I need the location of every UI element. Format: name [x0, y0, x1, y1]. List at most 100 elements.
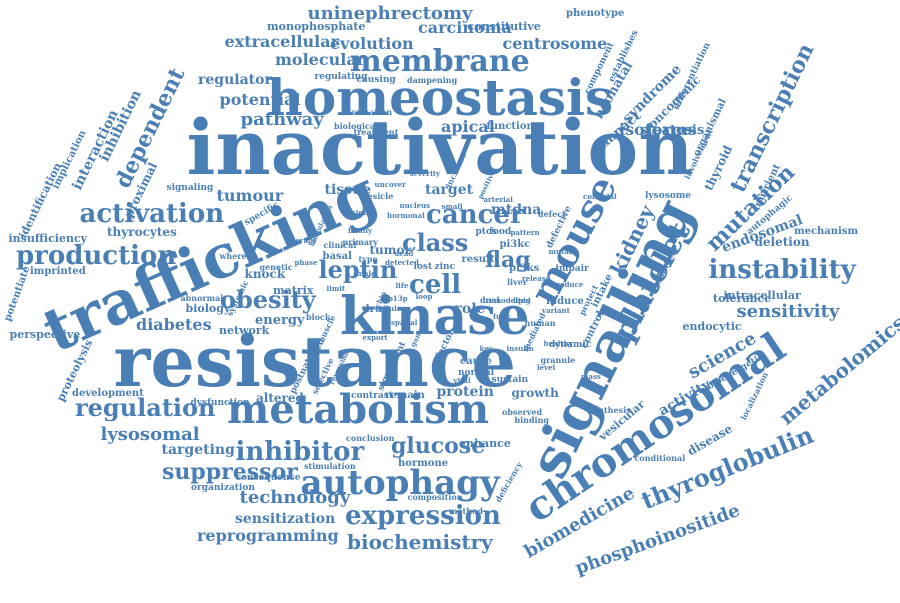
word-mass: mass	[581, 371, 601, 381]
word-resistance: resistance	[113, 320, 517, 403]
word-cancer: cancer	[426, 200, 524, 230]
word-expression: expression	[345, 501, 501, 531]
word-release: release	[522, 273, 551, 283]
word-metabolism: metabolism	[227, 386, 490, 433]
word-deletion: deletion	[754, 235, 810, 249]
word-normal: normal	[458, 367, 495, 378]
word-identification: identification	[15, 160, 64, 240]
word-enhance: enhance	[459, 436, 511, 450]
word-causing: causing	[356, 74, 396, 85]
word-obesity: obesity	[220, 285, 316, 314]
word-severity: severity	[409, 168, 441, 178]
word-p13p: p13p	[388, 293, 408, 303]
word-diabetes: diabetes	[136, 315, 212, 334]
word-therapy: therapy	[287, 235, 317, 245]
word-monophosphate: monophosphate	[267, 19, 366, 33]
word-abnormal: abnormal	[180, 293, 224, 303]
word-dead: dead	[394, 248, 414, 258]
word-conclusion: conclusion	[346, 433, 395, 443]
word-endocytic: endocytic	[682, 319, 742, 333]
word-growth: growth	[511, 386, 559, 400]
word-molecular: molecular	[275, 50, 366, 69]
word-genetic: genetic	[259, 262, 293, 272]
word-vesicle: vesicle	[363, 191, 394, 201]
word-metabolomics: metabolomics	[774, 310, 900, 430]
word-pattern: pattern	[510, 227, 540, 237]
word-induce: induce	[546, 296, 584, 307]
word-uncover: uncover	[374, 179, 406, 189]
word-fully: fully	[493, 311, 511, 321]
word-leptin: leptin	[318, 255, 398, 284]
word-biochemistry: biochemistry	[347, 530, 493, 554]
word-limit: limit	[326, 283, 346, 293]
word-composition: composition	[407, 492, 463, 502]
word-target: target	[425, 182, 474, 198]
word-potentiate: potentiate	[2, 264, 33, 323]
word-consequence: consequence	[235, 472, 301, 483]
word-carcinoma: carcinoma	[418, 18, 512, 37]
word-constitutive: constitutive	[467, 19, 541, 33]
word-ptcs: ptcs	[475, 226, 497, 237]
word-steatosis: steatosis	[640, 122, 705, 138]
word-granule: granule	[540, 355, 576, 365]
word-inhibitor: inhibitor	[235, 437, 365, 467]
word-dynamic: dynamic	[549, 339, 592, 350]
word-liver: liver	[507, 277, 528, 287]
word-thyrocytes: thyrocytes	[107, 225, 177, 239]
word-pi3ks: pi3ks	[509, 263, 540, 274]
word-contrast: contrast	[351, 390, 393, 401]
word-development: development	[72, 388, 144, 399]
word-healthy: healthy	[543, 338, 573, 348]
word-biology: biology	[185, 301, 231, 315]
word-treatment: treatment	[353, 127, 399, 137]
word-level: level	[537, 362, 556, 372]
word-conditional: conditional	[634, 453, 686, 463]
word-binding: binding	[514, 415, 550, 425]
word-altered: altered	[256, 391, 304, 405]
word-network: network	[219, 323, 270, 337]
word-apical: apical	[441, 117, 495, 136]
word-reduce: reduce	[556, 279, 584, 289]
word-uninephrectomy: uninephrectomy	[307, 3, 473, 24]
word-dual: dual	[480, 295, 500, 305]
word-phase: phase	[294, 257, 318, 267]
word-drug: drug	[362, 304, 390, 315]
word-tumor: tumor	[369, 243, 411, 257]
word-small: small	[441, 201, 463, 211]
word-instability: instability	[708, 255, 856, 285]
word-matrix: matrix	[273, 283, 314, 297]
word-human: human	[524, 318, 556, 328]
word-cause: cause	[460, 356, 492, 367]
word-dysfunction: dysfunction	[190, 397, 250, 408]
word-variant: variant	[542, 305, 570, 315]
word-impair: impair	[555, 263, 589, 274]
word-intracellular: intracellular	[723, 288, 801, 302]
word-remain: remain	[385, 390, 425, 401]
word-hormone: hormone	[398, 458, 449, 469]
word-kinase: kinase	[340, 286, 530, 347]
word-hormonal: hormonal	[387, 210, 425, 220]
word-lipid: lipid	[513, 295, 531, 305]
word-remodeling: remodeling	[485, 295, 531, 305]
word-loop: loop	[415, 291, 433, 301]
word-method: method	[449, 506, 483, 516]
word-nucleus: nucleus	[399, 200, 431, 210]
word-energy: energy	[255, 312, 305, 328]
word-organization: organization	[191, 482, 255, 493]
word-suppressor: suppressor	[162, 459, 298, 485]
word-colloidal: colloidal	[583, 191, 617, 201]
word-biological: biological	[334, 121, 379, 131]
word-formation: formation	[347, 107, 393, 117]
word-clinical: clinical	[323, 240, 357, 250]
word-zinc: zinc	[434, 261, 456, 272]
word-sustain: sustain	[491, 374, 529, 385]
word-result: result	[461, 254, 495, 265]
word-export: export	[362, 332, 388, 342]
word-class: class	[402, 228, 469, 257]
word-sensitivity: sensitivity	[736, 301, 840, 322]
word-extracellular: extracellular	[224, 32, 340, 51]
word-knock: knock	[244, 267, 286, 281]
word-potential: potential	[219, 90, 301, 109]
word-protein: protein	[436, 384, 494, 400]
word-lysosomal: lysosomal	[100, 424, 200, 445]
